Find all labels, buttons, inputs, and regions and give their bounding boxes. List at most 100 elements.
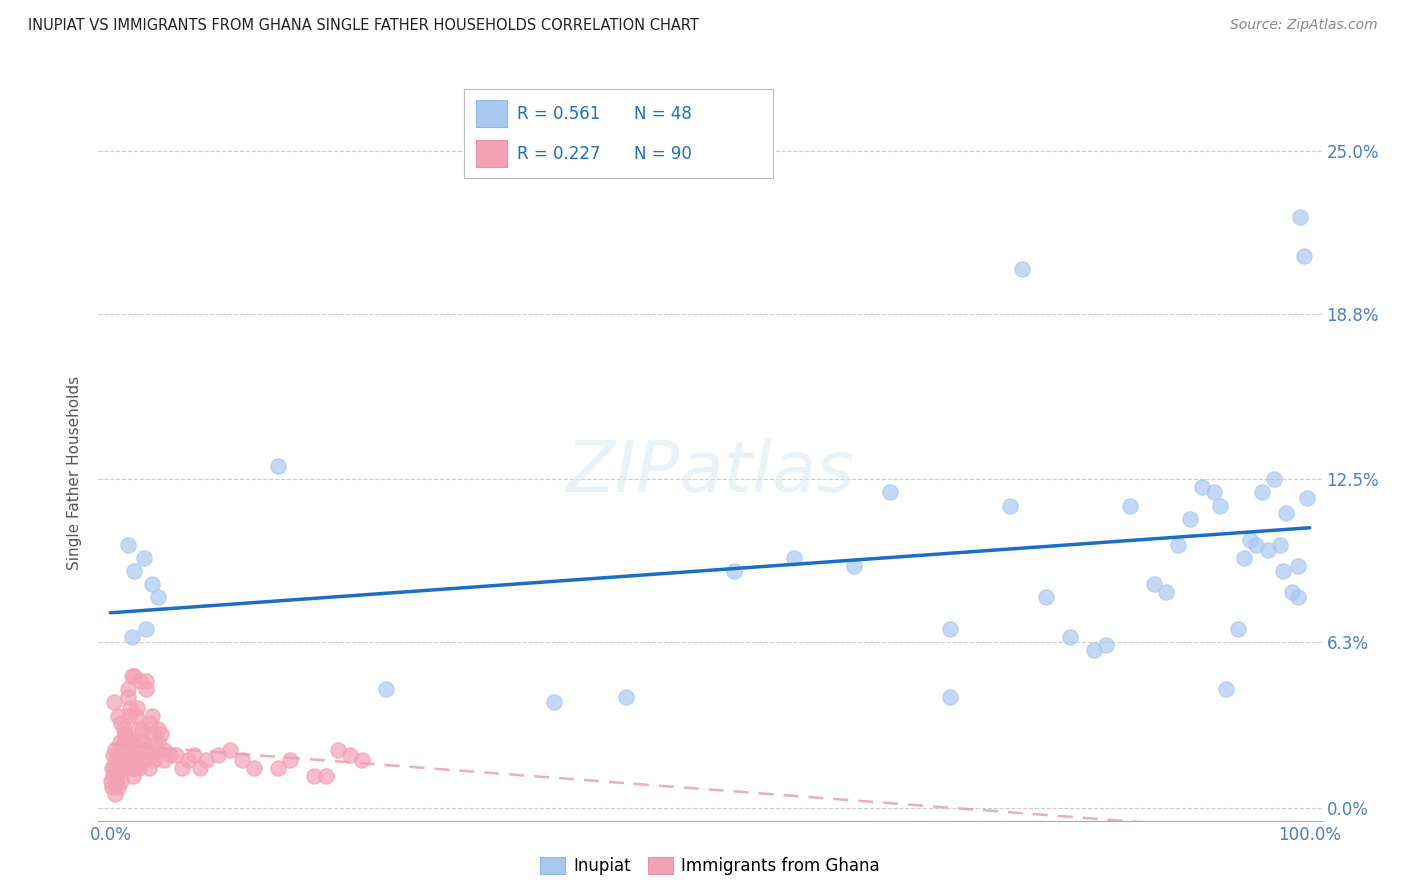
Point <box>231 753 253 767</box>
Point <box>132 735 155 749</box>
Point <box>1286 591 1309 605</box>
Point <box>1035 591 1057 605</box>
Point <box>139 716 162 731</box>
Point <box>117 690 139 705</box>
Point <box>121 630 143 644</box>
Point <box>104 788 127 802</box>
Point <box>128 722 150 736</box>
Point <box>112 722 135 736</box>
Point <box>107 780 129 794</box>
Point <box>614 690 637 705</box>
Point <box>105 753 128 767</box>
Point <box>1119 499 1142 513</box>
Point <box>148 591 170 605</box>
Point <box>118 708 141 723</box>
Point <box>114 727 136 741</box>
Point <box>1250 485 1272 500</box>
Point <box>1226 622 1249 636</box>
Point <box>141 708 163 723</box>
Point <box>172 761 194 775</box>
Point <box>1059 630 1081 644</box>
Point <box>879 485 901 500</box>
Point <box>1296 491 1319 505</box>
Point <box>108 761 131 775</box>
Point <box>124 708 146 723</box>
Point <box>177 753 200 767</box>
Point <box>1244 538 1267 552</box>
Point <box>278 753 301 767</box>
Point <box>1215 682 1237 697</box>
Point <box>842 558 865 573</box>
Point <box>114 727 136 741</box>
Point <box>124 743 146 757</box>
Point <box>1167 538 1189 552</box>
Point <box>328 743 350 757</box>
Point <box>100 761 122 775</box>
Point <box>1286 558 1309 573</box>
Point <box>142 727 165 741</box>
Point <box>121 753 143 767</box>
Text: ZIPatlas: ZIPatlas <box>565 438 855 508</box>
Point <box>114 761 136 775</box>
Point <box>117 538 139 552</box>
Point <box>100 774 122 789</box>
Point <box>1178 512 1201 526</box>
Point <box>148 722 170 736</box>
Point <box>207 747 229 762</box>
Point <box>153 743 176 757</box>
Point <box>1191 480 1213 494</box>
Point <box>103 761 125 775</box>
Point <box>122 735 145 749</box>
Point <box>1281 585 1303 599</box>
Point <box>783 551 806 566</box>
Point <box>104 774 127 789</box>
Point <box>543 696 565 710</box>
Y-axis label: Single Father Households: Single Father Households <box>67 376 83 570</box>
Legend: Inupiat, Immigrants from Ghana: Inupiat, Immigrants from Ghana <box>533 850 887 882</box>
Point <box>141 577 163 591</box>
Point <box>124 669 146 683</box>
Point <box>195 753 218 767</box>
Point <box>267 459 290 474</box>
Point <box>1272 564 1295 578</box>
Text: N = 48: N = 48 <box>634 104 692 123</box>
Point <box>111 743 134 757</box>
Point <box>103 769 125 783</box>
Point <box>1094 638 1116 652</box>
Point <box>723 564 745 578</box>
Point <box>145 743 167 757</box>
Point <box>132 753 155 767</box>
Point <box>1083 643 1105 657</box>
Point <box>104 743 127 757</box>
Point <box>108 735 131 749</box>
Point <box>107 761 129 775</box>
Point <box>939 622 962 636</box>
Point <box>1257 543 1279 558</box>
Point <box>998 499 1021 513</box>
Text: INUPIAT VS IMMIGRANTS FROM GHANA SINGLE FATHER HOUSEHOLDS CORRELATION CHART: INUPIAT VS IMMIGRANTS FROM GHANA SINGLE … <box>28 18 699 33</box>
Point <box>117 753 139 767</box>
Point <box>135 682 157 697</box>
Point <box>110 716 132 731</box>
Point <box>304 769 326 783</box>
Point <box>107 708 129 723</box>
Point <box>1011 262 1033 277</box>
Text: N = 90: N = 90 <box>634 145 692 163</box>
Point <box>127 747 149 762</box>
Point <box>1274 507 1296 521</box>
Point <box>149 727 172 741</box>
Point <box>129 674 152 689</box>
Point <box>165 747 187 762</box>
Point <box>132 551 155 566</box>
Point <box>115 735 138 749</box>
Point <box>120 735 142 749</box>
Point <box>1239 533 1261 547</box>
Point <box>1208 499 1232 513</box>
Point <box>135 674 157 689</box>
Point <box>315 769 337 783</box>
Point <box>135 622 157 636</box>
Point <box>118 700 141 714</box>
Point <box>124 564 146 578</box>
Point <box>103 696 125 710</box>
Point <box>128 761 150 775</box>
